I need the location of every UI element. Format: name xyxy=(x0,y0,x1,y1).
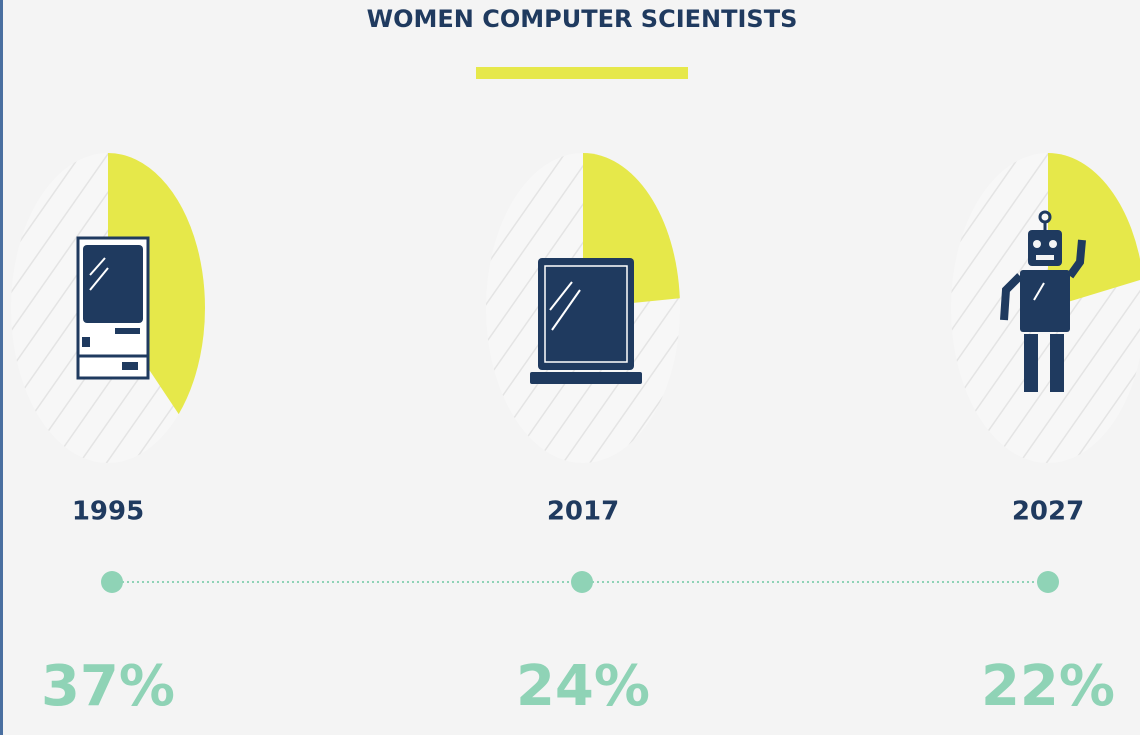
desktop-computer-icon xyxy=(78,238,148,378)
laptop-icon xyxy=(530,258,642,384)
year-label: 1995 xyxy=(72,497,144,527)
chart-title: WOMEN COMPUTER SCIENTISTS xyxy=(367,5,798,33)
year-label: 2017 xyxy=(547,497,619,527)
timeline-dot xyxy=(101,571,123,593)
chart: WOMEN COMPUTER SCIENTISTS xyxy=(0,0,1140,735)
left-border xyxy=(0,0,3,735)
value-label: 24% xyxy=(516,654,650,719)
title-underline xyxy=(476,67,688,79)
page: WOMEN COMPUTER SCIENTISTS xyxy=(0,0,1140,735)
year-label: 2027 xyxy=(1012,497,1084,527)
timeline-dot xyxy=(1037,571,1059,593)
value-label: 37% xyxy=(41,654,175,719)
value-label: 22% xyxy=(981,654,1115,719)
timeline-dot xyxy=(571,571,593,593)
